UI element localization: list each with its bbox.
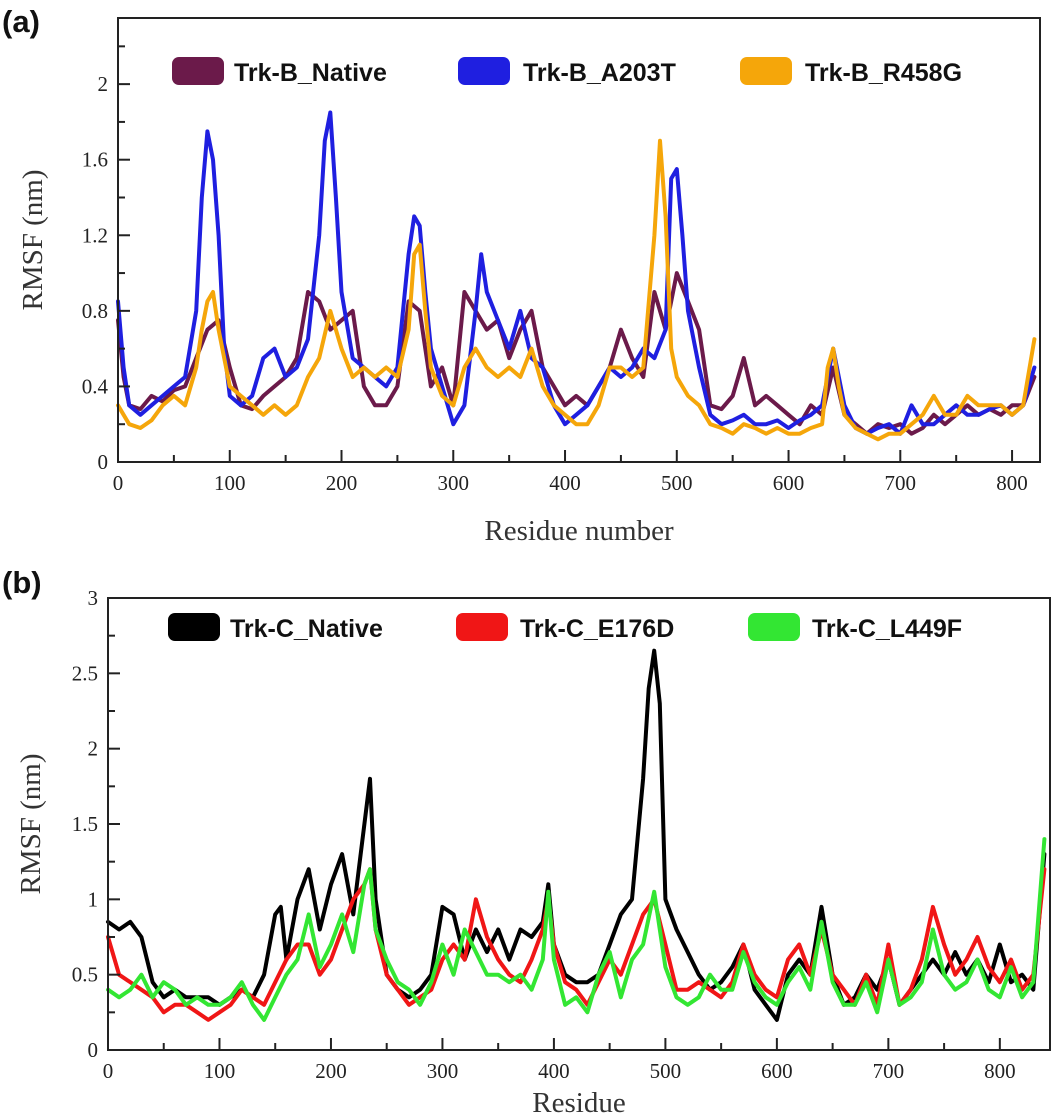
x-tick-label: 800: [984, 1059, 1016, 1083]
legend-label: Trk-B_A203T: [523, 59, 676, 87]
legend-label: Trk-B_Native: [234, 59, 387, 87]
legend: Trk-B_Native Trk-B_A203T Trk-B_R458G: [172, 57, 962, 87]
y-tick-label: 2.5: [72, 661, 98, 685]
x-tick-label: 500: [661, 471, 693, 495]
legend-label: Trk-C_L449F: [812, 615, 962, 643]
legend: Trk-C_Native Trk-C_E176D Trk-C_L449F: [168, 613, 962, 643]
legend-label: Trk-C_Native: [230, 615, 383, 643]
legend-swatch: [740, 57, 792, 85]
x-tick-label: 600: [761, 1059, 793, 1083]
legend-label: Trk-B_R458G: [805, 59, 962, 87]
legend-item: Trk-C_L449F: [748, 613, 962, 643]
series-line-trk-c-l449f: [106, 837, 1047, 1022]
x-tick-label: 600: [773, 471, 805, 495]
y-tick-label: 2: [98, 72, 109, 96]
x-axis-title: Residue number: [484, 515, 674, 547]
y-tick-label: 1.6: [82, 148, 108, 172]
x-tick-label: 100: [204, 1059, 236, 1083]
x-tick-label: 0: [113, 471, 124, 495]
legend-item: Trk-C_Native: [168, 613, 383, 643]
x-tick-label: 800: [996, 471, 1028, 495]
legend-item: Trk-C_E176D: [456, 613, 674, 643]
x-tick-label: 200: [315, 1059, 347, 1083]
panel-b: (b) 0 100 200 300 400 500 600 700 800 0 0.5 1 1.5 2 2.5…: [2, 565, 1051, 1119]
x-tick-label: 500: [650, 1059, 682, 1083]
x-tick-label: 100: [214, 471, 246, 495]
y-tick-label: 3: [88, 586, 99, 610]
x-tick-label: 400: [538, 1059, 570, 1083]
series-line-trk-b-native: [116, 271, 1037, 436]
series-line-trk-c-e176d: [106, 867, 1047, 1022]
legend-swatch: [456, 613, 508, 641]
y-tick-label: 2: [88, 737, 99, 761]
legend-item: Trk-B_A203T: [458, 57, 676, 87]
x-tick-label: 700: [885, 471, 917, 495]
y-tick-label: 0.5: [72, 963, 98, 987]
y-tick-label: 0.4: [82, 374, 109, 398]
y-tick-label: 1: [88, 887, 99, 911]
panel-label: (b): [2, 565, 42, 600]
y-tick-label: 1.5: [72, 812, 98, 836]
series-line-trk-b-r458g: [116, 138, 1037, 442]
legend-swatch: [458, 57, 510, 85]
y-axis-title: RMSF (nm): [17, 169, 49, 310]
y-tick-label: 0: [98, 450, 109, 474]
panel-label: (a): [2, 4, 40, 39]
x-tick-label: 300: [427, 1059, 459, 1083]
plot-frame: [117, 17, 1041, 463]
panel-a: (a) 0 100 200 300 400 500 600 700 800 0 0.4 0.8 1.2 1.…: [2, 4, 1041, 547]
legend-swatch: [172, 57, 224, 85]
legend-label: Trk-C_E176D: [520, 615, 674, 643]
x-tick-label: 300: [438, 471, 470, 495]
x-tick-label: 0: [103, 1059, 114, 1083]
legend-item: Trk-B_R458G: [740, 57, 962, 87]
series-line-trk-c-native: [106, 648, 1047, 1022]
x-tick-label: 700: [873, 1059, 905, 1083]
y-tick-label: 1.2: [82, 223, 108, 247]
y-tick-label: 0: [88, 1038, 99, 1062]
legend-item: Trk-B_Native: [172, 57, 387, 87]
y-tick-label: 0.8: [82, 299, 108, 323]
x-axis-title: Residue: [532, 1087, 625, 1119]
y-axis-title: RMSF (nm): [15, 753, 47, 894]
legend-swatch: [168, 613, 220, 641]
legend-swatch: [748, 613, 800, 641]
x-tick-label: 400: [549, 471, 581, 495]
x-tick-label: 200: [326, 471, 358, 495]
